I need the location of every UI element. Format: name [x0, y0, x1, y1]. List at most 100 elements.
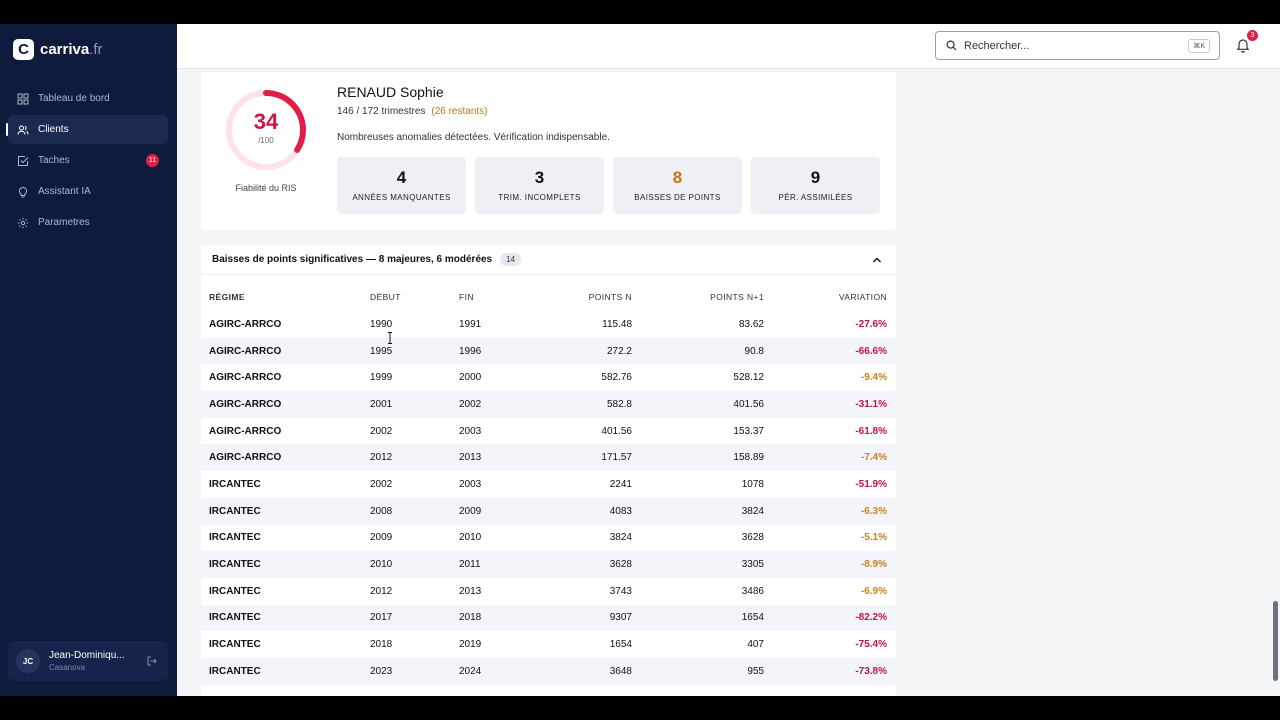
- start-cell: 2017: [370, 612, 393, 624]
- column-header[interactable]: DÉBUT: [370, 292, 401, 302]
- regime-cell: AGIRC-ARRCO: [209, 452, 282, 464]
- points-n-cell: 3628: [609, 559, 632, 571]
- start-cell: 2009: [370, 532, 393, 544]
- stat-label: TRIM. INCOMPLETS: [498, 193, 581, 202]
- user-card[interactable]: JC Jean-Dominiqu... Casanova: [8, 641, 168, 681]
- user-name: Jean-Dominiqu...: [49, 650, 125, 661]
- sidebar-item-label: Clients: [38, 124, 69, 135]
- sidebar-item-assistant-ia[interactable]: Assistant IA: [8, 177, 168, 206]
- end-cell: 2000: [459, 372, 482, 384]
- check-square-icon: [17, 155, 29, 167]
- sidebar-item-parametres[interactable]: Parametres: [8, 208, 168, 237]
- sidebar-item-taches[interactable]: Taches 11: [8, 146, 168, 175]
- client-summary-card: 34 /100 Fiabilité du RIS RENAUD Sophie 1…: [201, 72, 896, 230]
- users-icon: [17, 124, 29, 136]
- regime-cell: AGIRC-ARRCO: [209, 345, 282, 357]
- table-row[interactable]: AGIRC-ARRCO 1995 1996 272.2 90.8 -66.6%: [201, 337, 896, 365]
- stat-card: 9 PÉR. ASSIMILÉES: [751, 157, 880, 214]
- end-cell: 1996: [459, 345, 482, 357]
- sidebar-nav: Tableau de bord Clients Taches 11 Assistant …: [6, 84, 168, 239]
- sidebar-item-label: Tableau de bord: [38, 93, 110, 104]
- table-row[interactable]: AGIRC-ARRCO 2001 2002 582.8 401.56 -31.1%: [201, 391, 896, 418]
- table-row[interactable]: IRCANTEC 2010 2011 3628 3305 -8.9%: [201, 551, 896, 578]
- avatar: JC: [16, 649, 40, 673]
- end-cell: 2013: [459, 452, 482, 464]
- table-row[interactable]: IRCANTEC 2018 2019 1654 407 -75.4%: [201, 631, 896, 658]
- gauge-arc: [226, 90, 306, 170]
- stat-value: 3: [534, 168, 545, 187]
- table-body: AGIRC-ARRCO 1990 1991 115.48 83.62 -27.6% AGIR…: [201, 311, 896, 685]
- table-row[interactable]: AGIRC-ARRCO 1990 1991 115.48 83.62 -27.6%: [201, 311, 896, 338]
- bell-icon[interactable]: [1235, 37, 1251, 53]
- section-header[interactable]: Baisses de points significatives — 8 maj…: [201, 245, 896, 275]
- regime-cell: IRCANTEC: [209, 559, 261, 571]
- start-cell: 1995: [370, 345, 393, 357]
- points-n-cell: 582.8: [606, 398, 632, 410]
- table-row[interactable]: IRCANTEC 2009 2010 3824 3628 -5.1%: [201, 525, 896, 552]
- variation-cell: -31.1%: [855, 398, 887, 410]
- sidebar-item-label: Parametres: [38, 217, 90, 228]
- score-max: /100: [258, 136, 274, 145]
- variation-cell: -9.4%: [860, 372, 887, 384]
- points-n1-cell: 3824: [741, 505, 764, 517]
- scrollbar[interactable]: [1273, 601, 1278, 681]
- sidebar: C carriva.fr Tableau de bord Clients Tache…: [0, 24, 177, 696]
- sidebar-item-clients[interactable]: Clients: [6, 115, 168, 144]
- start-cell: 2002: [370, 478, 393, 490]
- grid-icon: [17, 93, 29, 105]
- table-row[interactable]: AGIRC-ARRCO 1999 2000 582.76 528.12 -9.4%: [201, 364, 896, 391]
- quarters-count: 146 / 172 trimestres: [337, 106, 426, 117]
- search-icon: [946, 40, 957, 51]
- regime-cell: AGIRC-ARRCO: [209, 318, 282, 330]
- points-n1-cell: 528.12: [733, 372, 764, 384]
- stat-card: 3 TRIM. INCOMPLETS: [475, 157, 604, 214]
- points-n1-cell: 3486: [741, 585, 764, 597]
- variation-cell: -6.9%: [860, 585, 887, 597]
- end-cell: 2002: [459, 398, 482, 410]
- points-n-cell: 115.48: [602, 318, 632, 330]
- points-n1-cell: 955: [747, 665, 764, 677]
- stat-value: 9: [810, 168, 821, 187]
- logo-text: carriva.fr: [40, 41, 103, 58]
- section-title: Baisses de points significatives — 8 maj…: [212, 254, 493, 265]
- search-input[interactable]: [964, 39, 1184, 52]
- count-badge: 14: [500, 253, 522, 266]
- logout-icon[interactable]: [146, 655, 158, 667]
- end-cell: 2010: [459, 532, 482, 544]
- table-row[interactable]: AGIRC-ARRCO 2002 2003 401.56 153.37 -61.8%: [201, 418, 896, 445]
- points-n1-cell: 153.37: [733, 425, 764, 437]
- stat-card: 8 BAISSES DE POINTS: [613, 157, 742, 214]
- regime-cell: IRCANTEC: [209, 585, 261, 597]
- variation-cell: -8.9%: [860, 559, 887, 571]
- column-header[interactable]: RÉGIME: [209, 292, 245, 302]
- sidebar-item-tableau-de-bord[interactable]: Tableau de bord: [8, 84, 168, 113]
- regime-cell: IRCANTEC: [209, 478, 261, 490]
- end-cell: 2019: [459, 639, 482, 651]
- logo-mark: C: [13, 39, 34, 60]
- column-header[interactable]: POINTS N: [588, 292, 632, 302]
- chevron-up-icon[interactable]: [871, 254, 883, 266]
- stats-row: 4 ANNÉES MANQUANTES 3 TRIM. INCOMPLETS 8 BAIS…: [337, 157, 880, 214]
- table-header: RÉGIME DÉBUT FIN POINTS N POINTS N+1 VARIATIO…: [201, 283, 896, 311]
- stat-label: ANNÉES MANQUANTES: [352, 193, 451, 202]
- points-n-cell: 582.76: [601, 372, 632, 384]
- table-row[interactable]: IRCANTEC 2023 2024 3648 955 -73.8%: [201, 657, 896, 685]
- end-cell: 2013: [459, 585, 482, 597]
- logo[interactable]: C carriva.fr: [13, 39, 103, 60]
- brand-tld: .fr: [89, 41, 103, 58]
- search-box[interactable]: ⌘K: [935, 31, 1220, 60]
- column-header[interactable]: VARIATION: [838, 292, 887, 302]
- points-n-cell: 3648: [609, 665, 632, 677]
- table-row[interactable]: AGIRC-ARRCO 2012 2013 171.57 158.89 -7.4%: [201, 444, 896, 472]
- points-n1-cell: 1078: [741, 478, 764, 490]
- table-row[interactable]: IRCANTEC 2002 2003 2241 1078 -51.9%: [201, 471, 896, 498]
- column-header[interactable]: POINTS N+1: [710, 292, 764, 302]
- table-row[interactable]: IRCANTEC 2008 2009 4083 3824 -6.3%: [201, 497, 896, 525]
- column-header[interactable]: FIN: [459, 292, 474, 302]
- end-cell: 2018: [459, 612, 482, 624]
- start-cell: 2012: [370, 452, 393, 464]
- points-n-cell: 4083: [609, 505, 632, 517]
- end-cell: 2024: [459, 665, 482, 677]
- table-row[interactable]: IRCANTEC 2012 2013 3743 3486 -6.9%: [201, 578, 896, 605]
- table-row[interactable]: IRCANTEC 2017 2018 9307 1654 -82.2%: [201, 604, 896, 632]
